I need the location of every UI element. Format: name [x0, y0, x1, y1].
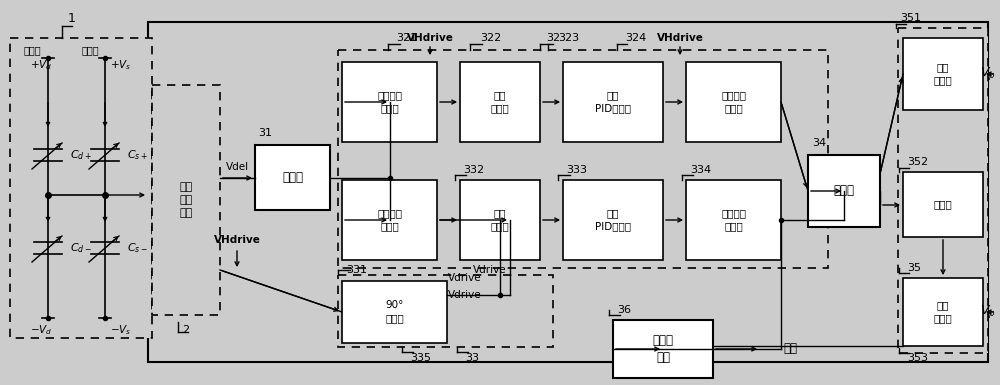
Text: VHdrive: VHdrive	[657, 33, 703, 43]
Bar	[613, 320, 713, 378]
Text: 第一
加法器: 第一 加法器	[934, 62, 952, 85]
Text: 353: 353	[907, 353, 928, 363]
Bar	[342, 281, 447, 343]
Text: Vdrive: Vdrive	[448, 290, 482, 300]
Text: 第二解调
乘法器: 第二解调 乘法器	[377, 208, 402, 232]
Text: 331: 331	[346, 265, 367, 275]
Text: 35: 35	[907, 263, 921, 273]
Text: 第二调制
乘法器: 第二调制 乘法器	[721, 208, 746, 232]
Bar	[903, 278, 983, 346]
Text: 321: 321	[396, 33, 417, 43]
Text: Vdrive: Vdrive	[473, 265, 507, 275]
Bar	[686, 180, 781, 260]
Text: $V_p$: $V_p$	[980, 65, 996, 82]
Text: $-V_d$: $-V_d$	[30, 323, 52, 337]
Bar	[563, 62, 663, 142]
Bar	[460, 62, 540, 142]
Text: 34: 34	[812, 138, 826, 148]
Text: 第二
加法器: 第二 加法器	[934, 300, 952, 324]
Text: 334: 334	[690, 165, 711, 175]
Bar	[342, 180, 437, 260]
Text: VHdrive: VHdrive	[407, 33, 453, 43]
Bar	[338, 50, 828, 268]
Text: $C_{d+}$: $C_{d+}$	[70, 148, 92, 162]
Bar	[255, 145, 330, 210]
Text: 351: 351	[900, 13, 921, 23]
Text: 第二
滤波器: 第二 滤波器	[491, 208, 509, 232]
Bar	[903, 38, 983, 110]
Text: 36: 36	[617, 305, 631, 315]
Text: +$V_s$: +$V_s$	[110, 58, 131, 72]
Text: 第二
PID控制器: 第二 PID控制器	[595, 208, 631, 232]
Text: 32: 32	[546, 33, 560, 43]
Bar	[342, 62, 437, 142]
Text: VHdrive: VHdrive	[214, 235, 260, 245]
Bar	[808, 155, 880, 227]
Text: 第一
PID控制器: 第一 PID控制器	[595, 90, 631, 114]
Bar	[338, 275, 553, 347]
Text: 322: 322	[480, 33, 501, 43]
Text: 加法器: 加法器	[834, 184, 854, 198]
Text: 324: 324	[625, 33, 646, 43]
Text: 第一解调
乘法器: 第一解调 乘法器	[377, 90, 402, 114]
Bar	[148, 22, 988, 362]
Text: 驱动轴: 驱动轴	[24, 45, 42, 55]
Text: +$V_d$: +$V_d$	[30, 58, 52, 72]
Text: 输出: 输出	[783, 343, 797, 355]
Text: 检测轴: 检测轴	[82, 45, 100, 55]
Bar	[898, 28, 988, 353]
Text: 352: 352	[907, 157, 928, 167]
Bar	[10, 38, 152, 338]
Bar	[563, 180, 663, 260]
Text: 323: 323	[558, 33, 579, 43]
Text: $-V_s$: $-V_s$	[110, 323, 131, 337]
Text: 332: 332	[463, 165, 484, 175]
Text: $V_p$: $V_p$	[980, 303, 996, 320]
Text: 1: 1	[68, 12, 76, 25]
Text: 第一调制
乘法器: 第一调制 乘法器	[721, 90, 746, 114]
Text: $C_{d-}$: $C_{d-}$	[70, 241, 92, 255]
Text: 2: 2	[182, 325, 190, 335]
Text: 反相器: 反相器	[934, 199, 952, 209]
Text: Vdel: Vdel	[225, 162, 249, 172]
Text: 335: 335	[410, 353, 431, 363]
Text: 第一
滤波器: 第一 滤波器	[491, 90, 509, 114]
Text: $C_{s+}$: $C_{s+}$	[127, 148, 148, 162]
Text: 低通滤
波器: 低通滤 波器	[652, 334, 674, 364]
Bar	[903, 172, 983, 237]
Bar	[152, 85, 220, 315]
Text: 31: 31	[258, 128, 272, 138]
Text: 一次
解调
单元: 一次 解调 单元	[179, 182, 193, 218]
Text: $C_{s-}$: $C_{s-}$	[127, 241, 148, 255]
Text: 放大器: 放大器	[282, 171, 303, 184]
Bar	[460, 180, 540, 260]
Text: 33: 33	[465, 353, 479, 363]
Text: 333: 333	[566, 165, 587, 175]
Bar	[686, 62, 781, 142]
Text: 90°
移相器: 90° 移相器	[385, 300, 404, 324]
Text: Vdrive: Vdrive	[448, 273, 482, 283]
